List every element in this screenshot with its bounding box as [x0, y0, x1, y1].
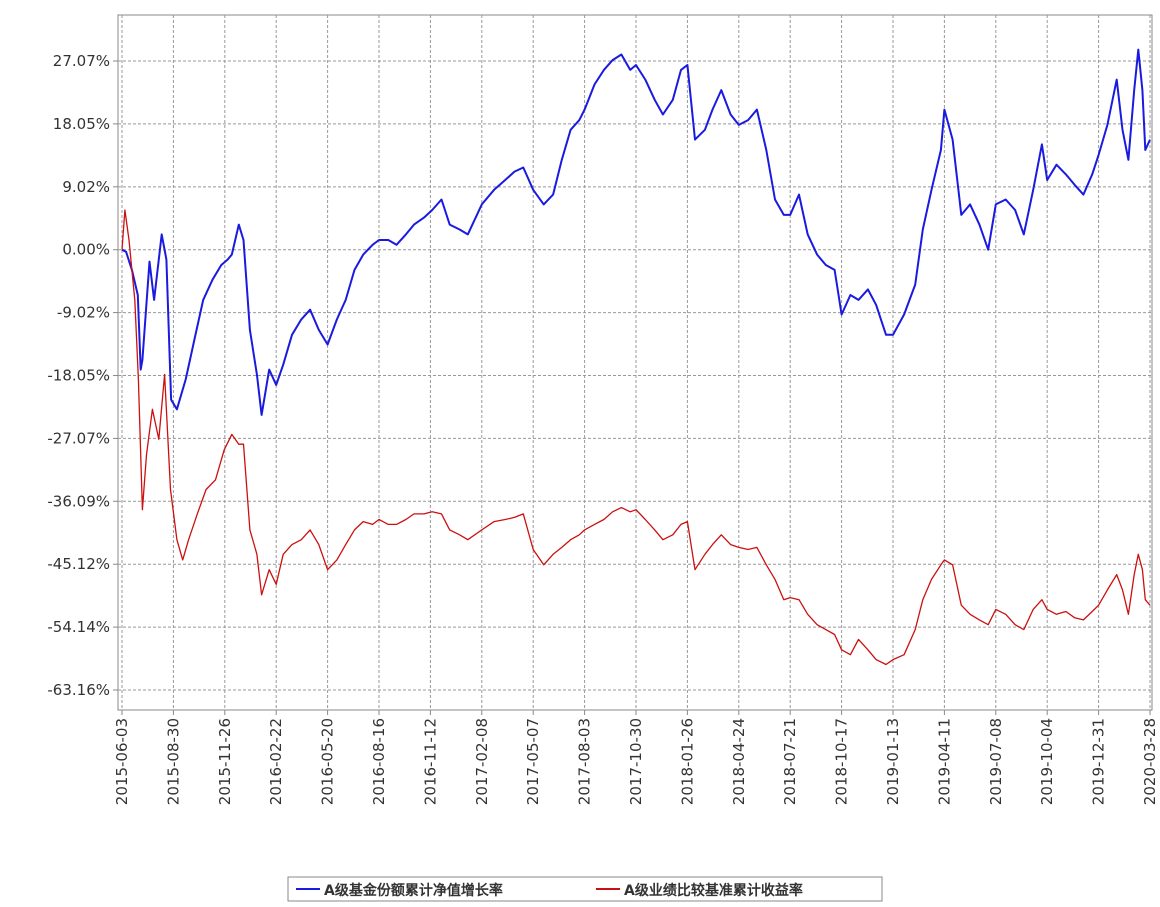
- x-tick-label: 2016-11-12: [421, 718, 439, 805]
- y-tick-label: 0.00%: [62, 241, 110, 259]
- y-tick-label: -18.05%: [47, 367, 110, 385]
- x-tick-label: 2019-12-31: [1090, 718, 1108, 805]
- x-tick-label: 2017-10-30: [627, 718, 645, 805]
- series-line: [121, 209, 1151, 666]
- x-tick-label: 2018-07-21: [781, 718, 799, 805]
- y-tick-label: 9.02%: [62, 178, 110, 196]
- y-tick-label: -36.09%: [47, 492, 110, 510]
- x-tick-label: 2019-10-04: [1038, 718, 1056, 805]
- y-tick-label: -45.12%: [47, 555, 110, 573]
- legend: A级基金份额累计净值增长率 A级业绩比较基准累计收益率: [296, 882, 803, 899]
- grid: [113, 15, 1152, 715]
- y-tick-label: -27.07%: [47, 429, 110, 447]
- y-tick-label: -63.16%: [47, 681, 110, 699]
- x-tick-label: 2017-02-08: [473, 718, 491, 805]
- x-tick-label: 2019-04-11: [935, 718, 953, 805]
- legend-box: [287, 876, 883, 902]
- x-tick-label: 2017-08-03: [576, 718, 594, 805]
- y-tick-label: 18.05%: [53, 115, 110, 133]
- x-tick-label: 2019-01-13: [884, 718, 902, 805]
- x-tick-label: 2017-05-07: [524, 718, 542, 805]
- x-tick-label: 2018-04-24: [730, 718, 748, 805]
- y-tick-label: -54.14%: [47, 618, 110, 636]
- lines: [121, 48, 1151, 666]
- x-tick-label: 2015-11-26: [216, 718, 234, 805]
- x-tick-label: 2019-07-08: [987, 718, 1005, 805]
- labels: 27.07% 18.05% 9.02% 0.00% -9.02% -18.05% -27.0…: [47, 52, 1159, 805]
- x-tick-label: 2018-10-17: [833, 718, 851, 805]
- x-tick-label: 2015-06-03: [113, 718, 131, 805]
- x-tick-label: 2016-05-20: [319, 718, 337, 805]
- x-tick-label: 2016-08-16: [370, 718, 388, 805]
- x-tick-label: 2020-03-28: [1141, 718, 1159, 805]
- legend-label: A级业绩比较基准累计收益率: [624, 882, 803, 899]
- series-line: [121, 48, 1151, 416]
- x-tick-label: 2015-08-30: [164, 718, 182, 805]
- plot-area: [117, 14, 1153, 711]
- y-tick-label: -9.02%: [57, 304, 110, 322]
- y-tick-label: 27.07%: [53, 52, 110, 70]
- x-tick-label: 2018-01-26: [678, 718, 696, 805]
- legend-label: A级基金份额累计净值增长率: [324, 882, 503, 899]
- x-tick-label: 2016-02-22: [267, 718, 285, 805]
